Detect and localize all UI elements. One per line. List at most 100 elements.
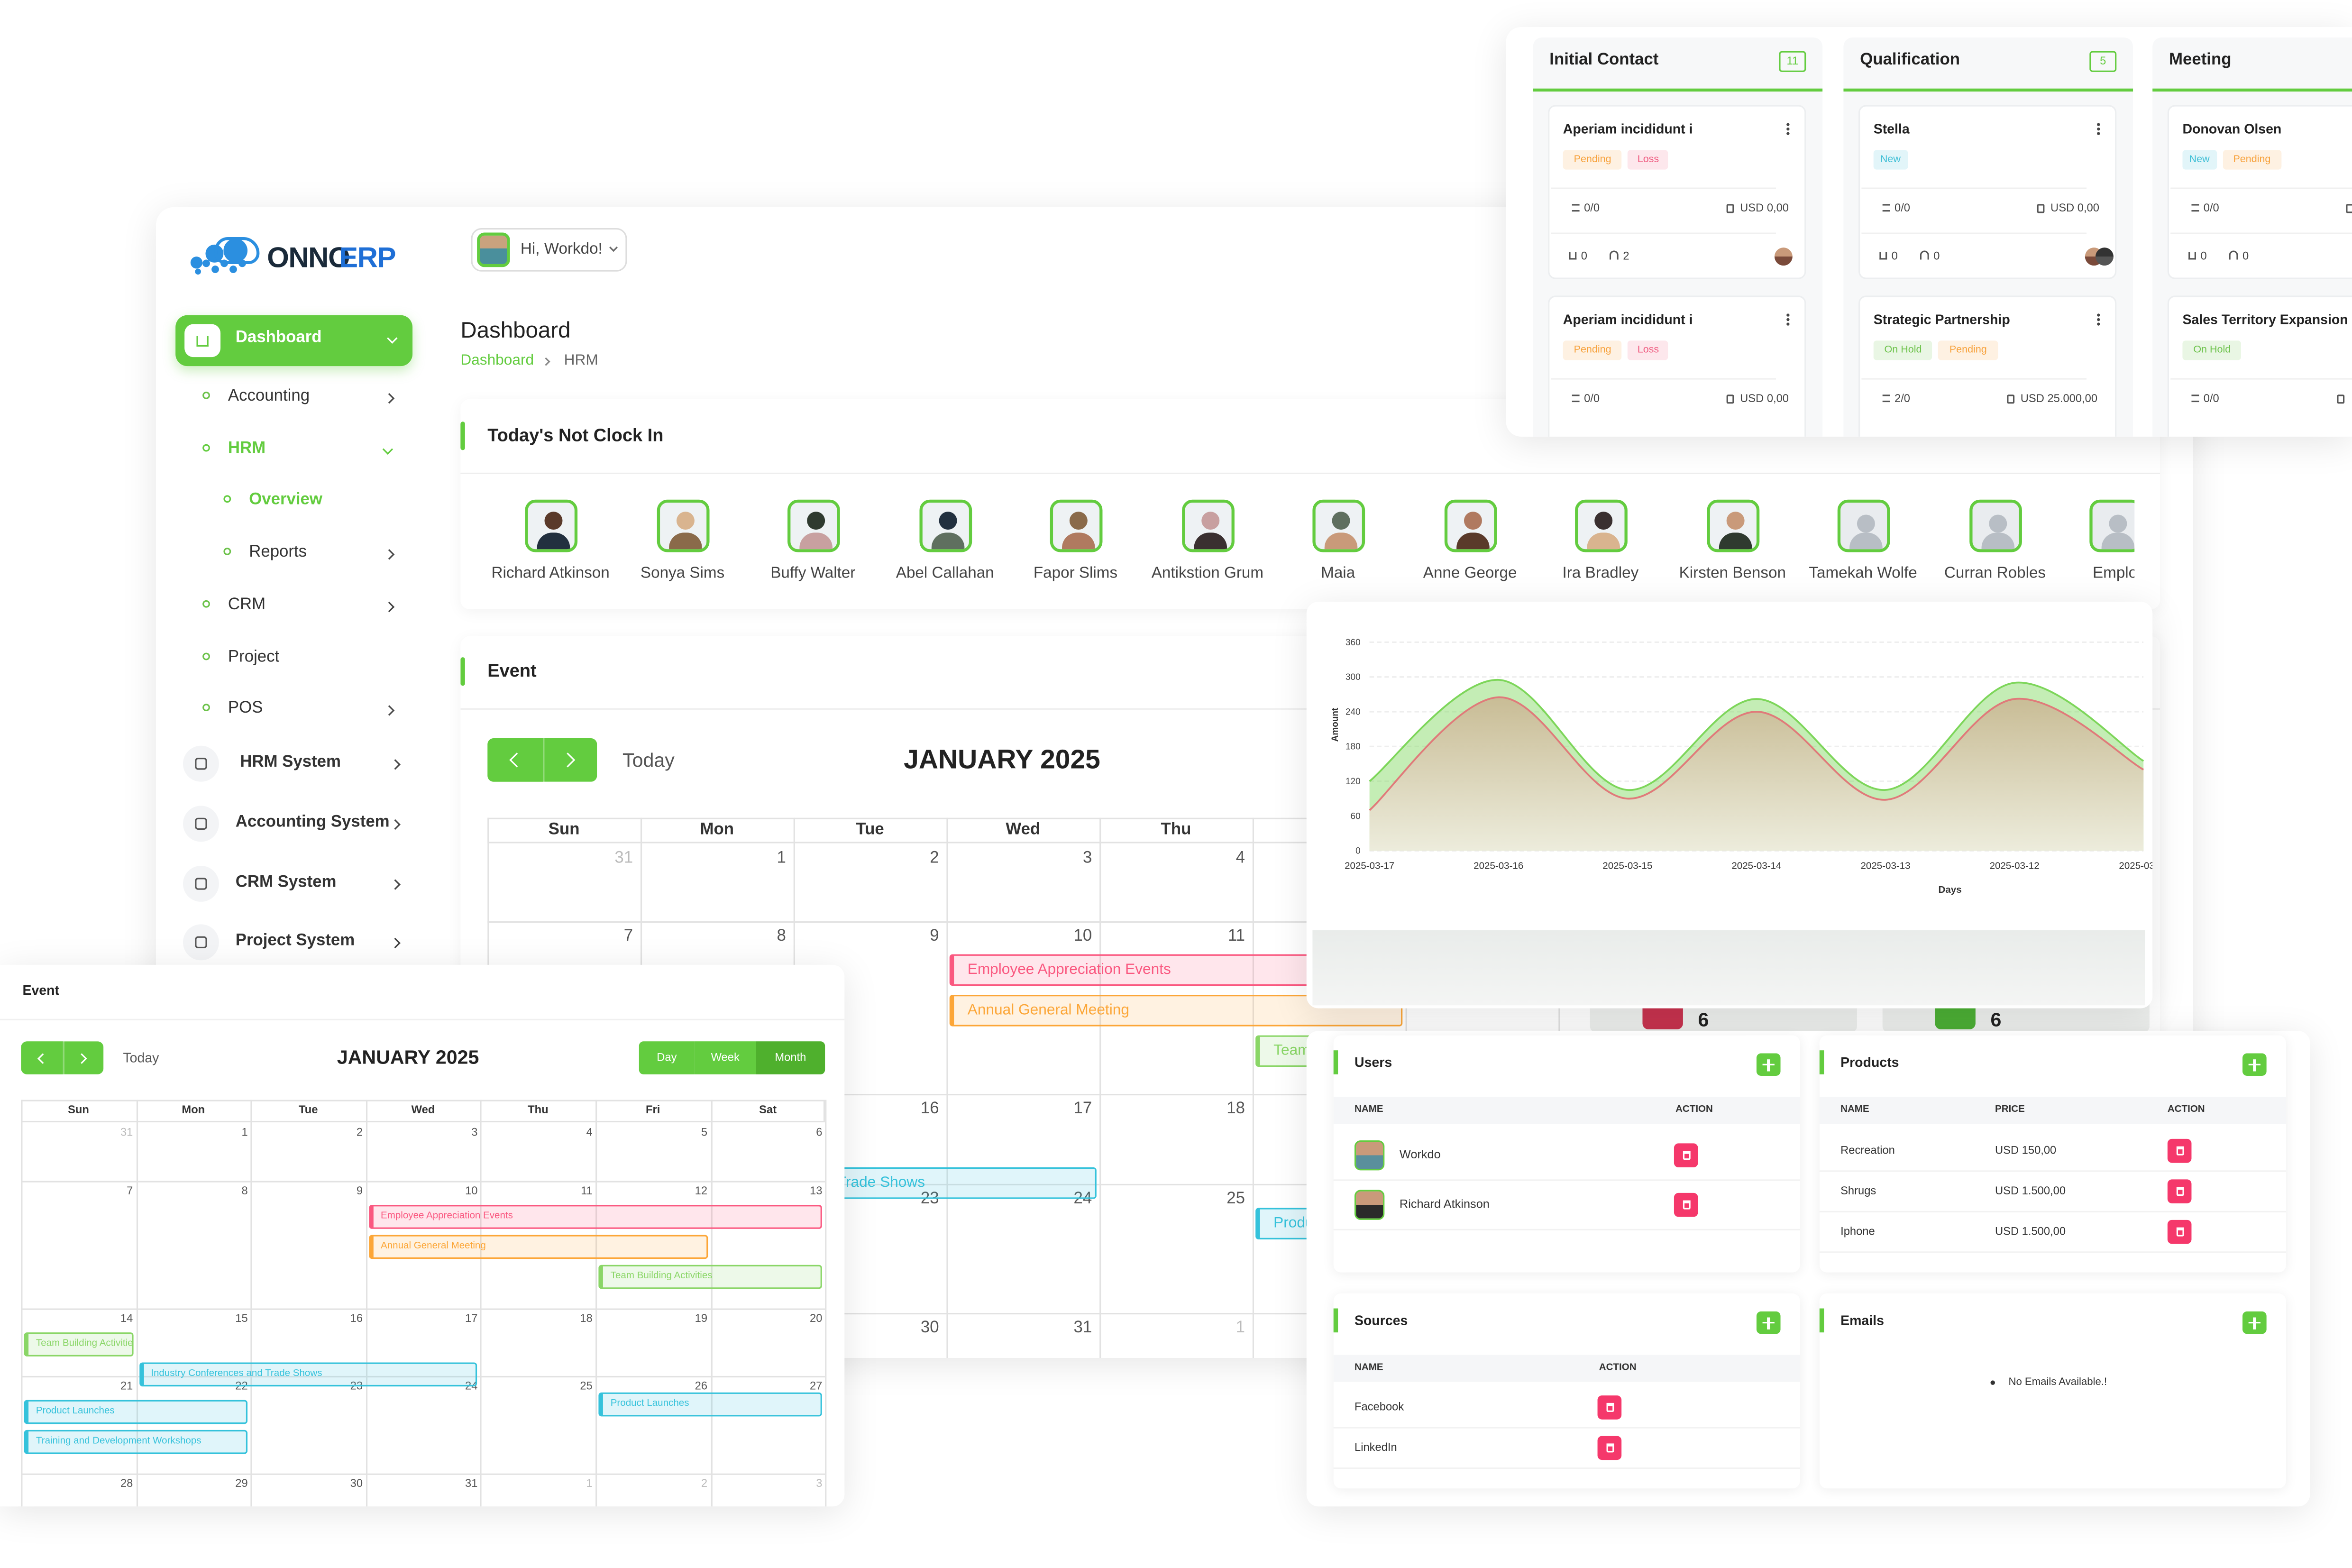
calendar-event[interactable]: Team Building Activities	[24, 1332, 133, 1357]
delete-button[interactable]	[1674, 1192, 1698, 1217]
today-button[interactable]: Today	[622, 748, 675, 771]
today-button[interactable]: Today	[123, 1050, 159, 1065]
day-number: 3	[471, 1125, 478, 1139]
page-title: Dashboard	[460, 317, 571, 343]
next-button[interactable]	[62, 1041, 104, 1074]
add-button[interactable]	[2242, 1311, 2267, 1334]
divider	[1861, 232, 2087, 234]
deal-products: 0	[1581, 248, 1587, 263]
deal-card[interactable]: Stella New 0/0 USD 0,00 0 0	[1858, 105, 2117, 279]
menu-label[interactable]: Overview	[249, 491, 322, 509]
avatar-body	[1719, 532, 1752, 550]
logo-dot	[190, 257, 203, 269]
month-title: JANUARY 2025	[337, 1045, 479, 1068]
prev-button[interactable]	[21, 1041, 63, 1074]
menu-label[interactable]: Project	[228, 649, 280, 667]
day-number: 30	[920, 1319, 939, 1338]
row-divider	[1819, 1251, 2286, 1253]
day-number: 8	[777, 927, 786, 946]
kebab-dot	[2097, 123, 2100, 126]
calendar-event[interactable]: Annual General Meeting	[949, 995, 1403, 1027]
table-header	[1333, 1355, 1800, 1382]
day-number: 4	[586, 1125, 593, 1139]
menu-label[interactable]: Project System	[235, 932, 355, 951]
prev-button[interactable]	[487, 738, 542, 782]
view-button[interactable]: Week	[694, 1041, 756, 1074]
menu-label[interactable]: POS	[228, 699, 263, 718]
menu-label[interactable]: CRM	[228, 596, 266, 614]
menu-label[interactable]: Dashboard	[235, 329, 322, 347]
add-button[interactable]	[2242, 1053, 2267, 1076]
avatar-head	[1989, 514, 2007, 533]
source-name: LinkedIn	[1354, 1440, 1397, 1454]
calendar-event[interactable]: Team Building Activities	[598, 1265, 823, 1289]
menu-label[interactable]: HRM System	[240, 753, 341, 772]
delete-button[interactable]	[1674, 1143, 1698, 1168]
calendar-event[interactable]: Employee Appreciation Events	[368, 1205, 823, 1229]
weekday-label: Tue	[298, 1103, 318, 1117]
home-icon	[196, 336, 209, 347]
add-button[interactable]	[1756, 1053, 1781, 1076]
menu-label[interactable]: HRM	[228, 440, 266, 458]
avatar-body	[931, 532, 965, 550]
event-popup: Event Today JANUARY 2025 Day Week Month Sun Mon…	[0, 964, 845, 1507]
stat-value: 6	[1990, 1008, 2002, 1031]
calendar-event[interactable]: Training and Development Workshops	[24, 1430, 248, 1454]
deal-title: Strategic Partnership	[1873, 312, 2010, 327]
view-button[interactable]: Day	[639, 1041, 695, 1074]
calendar-event[interactable]: Product Launches	[24, 1400, 248, 1424]
next-button[interactable]	[542, 738, 597, 782]
delete-button[interactable]	[1597, 1395, 1622, 1420]
column-count: 11	[1779, 51, 1806, 72]
day-number: 1	[1235, 1319, 1245, 1338]
day-number: 16	[350, 1311, 363, 1325]
weekday-label: Fri	[646, 1103, 660, 1117]
menu-label[interactable]: Reports	[249, 543, 307, 562]
product-name: Iphone	[1840, 1224, 1875, 1238]
delete-button[interactable]	[2167, 1220, 2192, 1244]
day-number: 26	[695, 1378, 708, 1392]
deal-card[interactable]: Aperiam incididunt i Pending Loss 0/0 USD 0,…	[1548, 105, 1806, 279]
employee-name: Tamekah Wolfe	[1809, 563, 1917, 582]
employee-avatar	[1969, 499, 2022, 552]
delete-button[interactable]	[2167, 1179, 2192, 1204]
menu-label[interactable]: Accounting	[228, 387, 310, 406]
y-tick-label: 360	[1345, 638, 1361, 648]
menu-label[interactable]: CRM System	[235, 873, 337, 892]
x-tick-label: 2025-03-17	[1345, 860, 1394, 871]
menu-dot	[201, 600, 210, 608]
add-button[interactable]	[1756, 1311, 1781, 1334]
day-number: 6	[816, 1125, 823, 1139]
day-number: 1	[777, 850, 786, 868]
deal-amount: USD 25.000,00	[2020, 391, 2098, 405]
trash-glyph	[1605, 1443, 1613, 1453]
deal-card[interactable]: Strategic Partnership On Hold Pending 2/0 US…	[1858, 295, 2117, 437]
area-chart: 0 60 120 180 240 300 360 2025-03-17 2025-03-16 20…	[1330, 638, 2152, 895]
menu-label[interactable]: Accounting System	[235, 814, 390, 832]
avatar-head	[939, 512, 957, 530]
calendar-event[interactable]: Product Launches	[598, 1392, 823, 1417]
calendar-event[interactable]: Industry Conferences and Trade Shows	[138, 1362, 478, 1387]
grid-line	[21, 1100, 23, 1507]
avatar-head	[1464, 512, 1482, 530]
kebab-dot	[1786, 132, 1790, 135]
delete-button[interactable]	[2167, 1138, 2192, 1163]
deal-card[interactable]: Aperiam incididunt i Pending Loss 0/0 USD 0,…	[1548, 295, 1806, 437]
chevron-icon	[541, 357, 550, 366]
day-number: 17	[465, 1311, 478, 1325]
view-button[interactable]: Month	[756, 1041, 825, 1074]
delete-button[interactable]	[1597, 1436, 1622, 1460]
avatar-head	[1332, 512, 1350, 530]
user-name: Workdo	[1399, 1148, 1441, 1162]
user-avatar	[1354, 1190, 1385, 1220]
employee-name: Ira Bradley	[1562, 563, 1639, 582]
series-line	[1369, 679, 2144, 791]
deal-title: Sales Territory Expansion	[2182, 312, 2348, 327]
amount-icon	[1726, 394, 1734, 404]
deal-card[interactable]: Sales Territory Expansion On Hold 0/0	[2167, 295, 2352, 437]
user-avatar	[1354, 1140, 1385, 1171]
calendar-event[interactable]: Annual General Meeting	[368, 1235, 708, 1259]
